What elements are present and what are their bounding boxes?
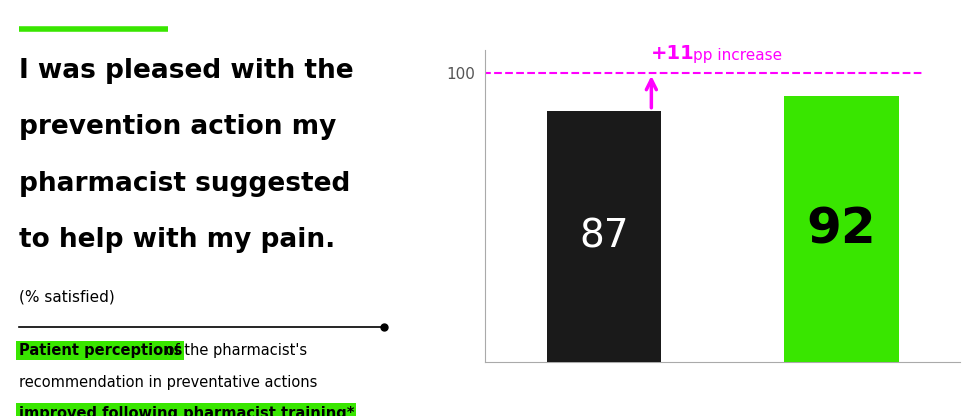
Bar bbox=[784, 96, 897, 362]
Text: (% satisfied): (% satisfied) bbox=[18, 289, 114, 304]
Text: +11: +11 bbox=[650, 44, 695, 63]
Bar bbox=[547, 111, 660, 362]
Text: Patient perceptions: Patient perceptions bbox=[18, 343, 182, 358]
Text: recommendation in preventative actions: recommendation in preventative actions bbox=[18, 375, 317, 390]
Text: improved following pharmacist training*: improved following pharmacist training* bbox=[18, 406, 354, 416]
Text: pp increase: pp increase bbox=[692, 48, 781, 63]
Text: to help with my pain.: to help with my pain. bbox=[18, 227, 334, 253]
Text: 92: 92 bbox=[806, 205, 875, 253]
Text: I was pleased with the: I was pleased with the bbox=[18, 58, 353, 84]
Text: pharmacist suggested: pharmacist suggested bbox=[18, 171, 350, 197]
Text: of the pharmacist's: of the pharmacist's bbox=[161, 343, 306, 358]
Text: 87: 87 bbox=[578, 217, 628, 255]
Text: prevention action my: prevention action my bbox=[18, 114, 335, 141]
